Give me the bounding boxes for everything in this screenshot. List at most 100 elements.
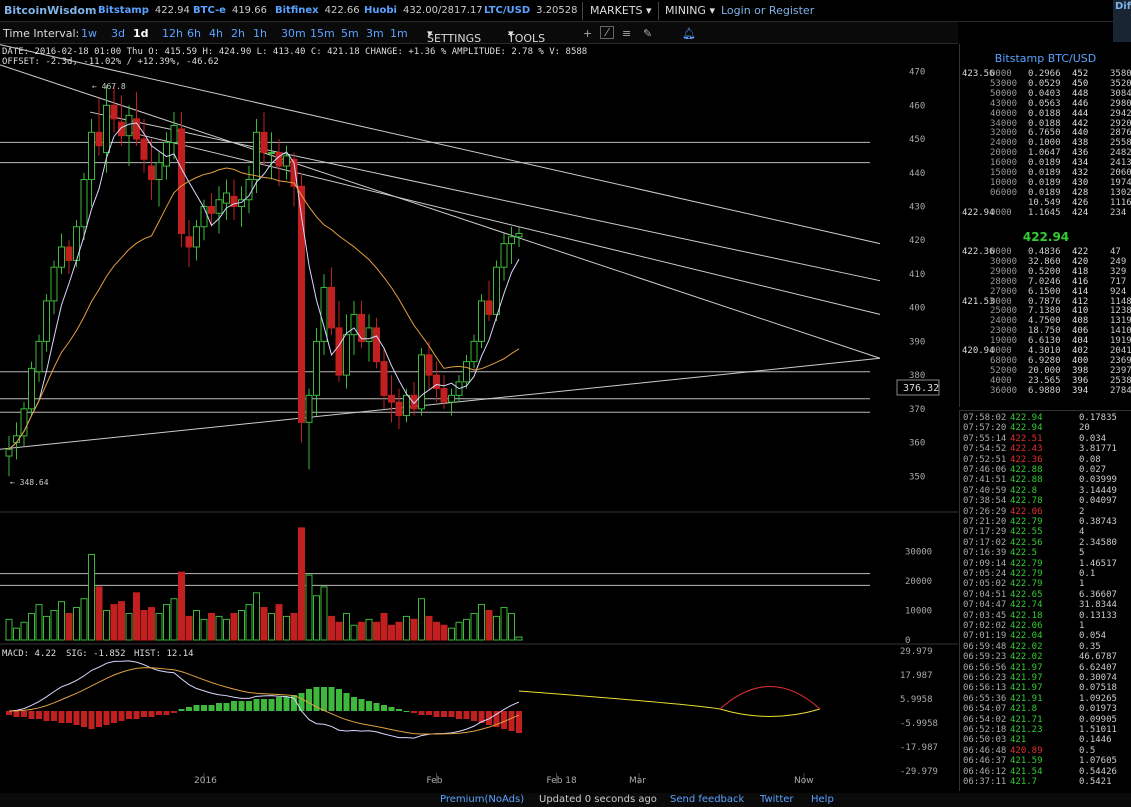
- tools-menu[interactable]: TOOLS ▾: [508, 27, 546, 45]
- volume-bar: [425, 615, 433, 641]
- ticker-bitstamp[interactable]: Bitstamp 422.94: [98, 5, 190, 16]
- macd-histogram-bar: [426, 711, 432, 715]
- macd-histogram-bar: [81, 711, 87, 727]
- mining-menu[interactable]: MINING ▾: [665, 4, 715, 17]
- price-tick-label: 420: [909, 236, 925, 246]
- macd-tick-label: 29.979: [900, 647, 933, 657]
- candle-body: [470, 340, 478, 363]
- volume-bar: [253, 592, 260, 641]
- candle-body: [440, 388, 448, 403]
- volume-bar: [133, 592, 140, 641]
- macd-histogram-bar: [13, 711, 20, 717]
- candle-body: [328, 286, 335, 329]
- trend-line: [89, 111, 881, 282]
- low-marker-label: ← 348.64: [10, 478, 49, 487]
- interval-1d[interactable]: 1d: [133, 27, 149, 40]
- macd-histogram-bar: [463, 711, 470, 719]
- divider: [582, 2, 583, 20]
- interval-6h[interactable]: 6h: [187, 27, 201, 40]
- interval-30m[interactable]: 30m: [281, 27, 306, 40]
- macd-histogram-bar: [373, 703, 380, 711]
- login-link[interactable]: Login or Register: [721, 4, 815, 17]
- volume-bar: [500, 607, 508, 641]
- macd-histogram-bar: [6, 711, 12, 715]
- volume-bar: [20, 621, 28, 641]
- price-tick-label: 370: [909, 405, 925, 415]
- interval-12h[interactable]: 12h: [162, 27, 183, 40]
- interval-3m[interactable]: 3m: [366, 27, 384, 40]
- interval-1h[interactable]: 1h: [253, 27, 267, 40]
- volume-bar: [185, 615, 193, 641]
- ohlc-info: DATE: 2016-02-18 01:00 Thu O: 415.59 H: …: [2, 47, 587, 67]
- candle-body: [43, 300, 50, 342]
- candle-body: [380, 361, 388, 396]
- interval-4h[interactable]: 4h: [209, 27, 223, 40]
- price-tick-label: 450: [909, 135, 925, 145]
- feedback-link[interactable]: Send feedback: [670, 794, 745, 805]
- volume-bar: [365, 618, 373, 641]
- interval-15m[interactable]: 15m: [310, 27, 335, 40]
- macd-histogram-bar: [231, 701, 237, 711]
- macd-histogram-bar: [58, 711, 65, 723]
- price-chart[interactable]: 470460450440430420410400390380370360350 …: [0, 44, 958, 793]
- side-panel-tab[interactable]: Dif Nex Has: [1113, 0, 1131, 42]
- volume-bar: [388, 624, 395, 641]
- macd-value: MACD: 4.22: [2, 649, 56, 659]
- candle-body: [215, 199, 223, 214]
- price-tick-label: 390: [909, 337, 925, 347]
- interval-1w[interactable]: 1w: [81, 27, 97, 40]
- chart-toolbar: Time Interval: 1w 3d 1d 12h 6h 4h 2h 1h …: [0, 22, 958, 45]
- interval-3d[interactable]: 3d: [111, 27, 125, 40]
- volume-bar: [470, 612, 478, 641]
- interval-5m[interactable]: 5m: [341, 27, 359, 40]
- candle-body: [485, 300, 493, 315]
- pencil-icon[interactable]: ✎: [643, 27, 653, 40]
- crosshair-icon[interactable]: +: [583, 27, 593, 40]
- price-tick-label: 350: [909, 472, 925, 482]
- candle-body: [178, 128, 185, 234]
- volume-bar: [80, 598, 88, 641]
- interval-2h[interactable]: 2h: [231, 27, 245, 40]
- macd-histogram-bar: [306, 689, 312, 711]
- help-link[interactable]: Help: [811, 794, 834, 805]
- macd-histogram-bar: [433, 711, 440, 717]
- ticker-btce[interactable]: BTC-e 419.66: [193, 5, 267, 16]
- macd-histogram-bar: [276, 697, 282, 711]
- candle-body: [5, 448, 13, 457]
- volume-bar: [148, 607, 155, 641]
- order-book-title: Bitstamp BTC/USD: [994, 52, 1097, 65]
- macd-histogram-bar: [508, 711, 515, 731]
- ticker-huobi[interactable]: Huobi 432.00/2817.17: [364, 5, 483, 16]
- ticker-bitfinex[interactable]: Bitfinex 422.66: [275, 5, 360, 16]
- candle-body: [80, 179, 88, 228]
- macd-histogram-bar: [51, 711, 57, 721]
- ticker-ltcusd[interactable]: LTC/USD 3.20528: [484, 5, 578, 16]
- price-tick-label: 430: [909, 202, 925, 212]
- site-logo[interactable]: BitcoinWisdom: [4, 4, 97, 17]
- bell-icon[interactable]: 🔔︎: [682, 27, 696, 40]
- interval-1m[interactable]: 1m: [390, 27, 408, 40]
- candle-body: [298, 185, 305, 423]
- volume-bar: [508, 612, 515, 641]
- macd-tick-label: 17.987: [900, 671, 933, 681]
- candle-body: [140, 138, 148, 160]
- macd-histogram-bar: [193, 705, 200, 711]
- twitter-link[interactable]: Twitter: [760, 794, 794, 805]
- volume-bar: [485, 610, 493, 641]
- macd-histogram-bar: [111, 711, 117, 723]
- macd-tick-label: -17.987: [900, 743, 938, 753]
- macd-histogram-bar: [163, 711, 170, 715]
- cursor-price-label: 376.32: [903, 383, 939, 394]
- trend-line: [0, 357, 881, 450]
- order-book: Bitstamp BTC/USD 423.56 0000 0.2966 452 3580…: [959, 44, 1131, 407]
- premium-link[interactable]: Premium(NoAds): [440, 794, 525, 805]
- settings-menu[interactable]: SETTINGS ▾: [427, 27, 482, 45]
- draw-line-icon[interactable]: ⁄: [600, 26, 614, 39]
- volume-bar: [380, 612, 388, 641]
- price-tick-label: 380: [909, 371, 925, 381]
- macd-histogram-bar: [516, 711, 522, 733]
- markets-menu[interactable]: MARKETS ▾: [590, 4, 652, 17]
- trend-line: [0, 44, 881, 245]
- candle-body: [163, 141, 170, 167]
- horizontal-lines-icon[interactable]: ≡: [622, 27, 632, 40]
